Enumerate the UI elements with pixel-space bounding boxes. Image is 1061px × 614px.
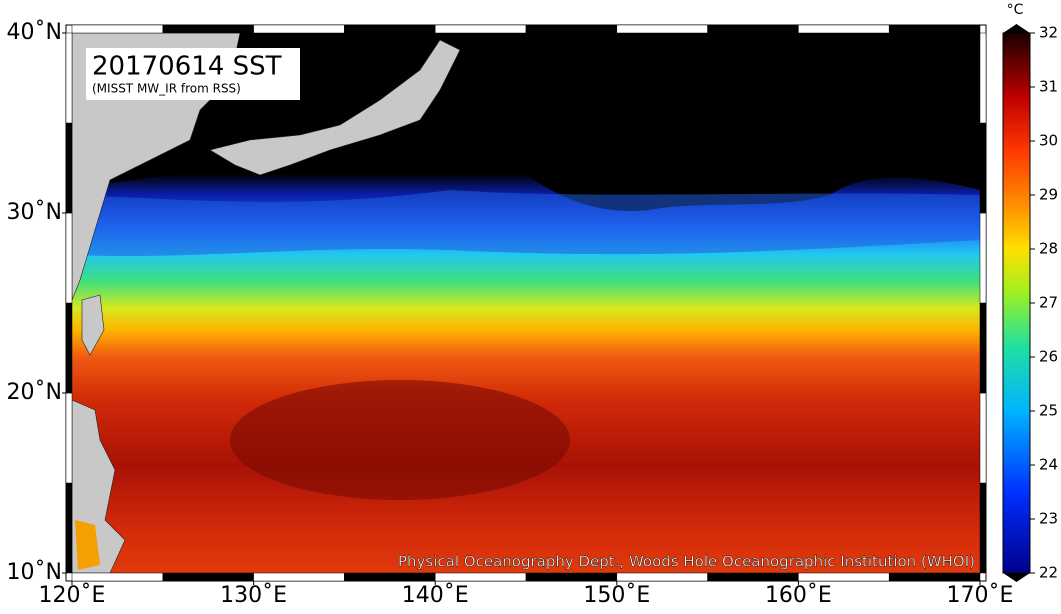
frame-segment — [979, 122, 987, 214]
frame-segment — [979, 212, 987, 304]
frame-segment — [162, 572, 254, 582]
colorbar-tick-label: 24 — [1039, 456, 1058, 474]
colorbar: °C 22 23 24 25 26 27 28 29 30 31 32 — [1002, 2, 1058, 582]
y-tick-label: 30˚N — [7, 200, 62, 225]
credit: Physical Oceanography Dept., Woods Hole … — [398, 553, 975, 571]
y-tick-label: 20˚N — [7, 380, 62, 405]
frame-segment — [344, 572, 436, 582]
title-box: 20170614 SST (MISST MW_IR from RSS) — [86, 48, 300, 100]
frame-segment — [616, 572, 708, 582]
frame-segment — [616, 24, 708, 34]
frame-segment — [525, 572, 618, 582]
frame-segment — [979, 482, 987, 574]
frame-segment — [65, 482, 73, 574]
frame-segment — [979, 32, 987, 124]
y-tick-label: 40˚N — [7, 20, 62, 45]
frame-segment — [65, 302, 73, 394]
frame-segment — [253, 572, 345, 582]
frame-segment — [434, 24, 527, 34]
map-frame — [62, 24, 987, 585]
frame-segment — [71, 572, 164, 582]
y-tick-label: 10˚N — [7, 560, 62, 585]
colorbar-tick-label: 26 — [1039, 348, 1058, 366]
colorbar-tick-label: 28 — [1039, 240, 1058, 258]
frame-segment — [65, 122, 73, 214]
sst-field — [72, 33, 980, 573]
colorbar-tick-label: 22 — [1039, 564, 1058, 582]
frame-segment — [65, 32, 73, 124]
x-tick-label: 120˚E — [39, 583, 106, 608]
frame-segment — [888, 24, 981, 34]
frame-segment — [798, 572, 890, 582]
frame-segment — [888, 572, 981, 582]
map-subtitle: (MISST MW_IR from RSS) — [92, 82, 241, 96]
frame-segment — [434, 572, 527, 582]
map-title: 20170614 SST — [92, 52, 282, 82]
frame-segment — [253, 24, 345, 34]
colorbar-tick-label: 29 — [1039, 186, 1058, 204]
x-tick-label: 130˚E — [220, 583, 287, 608]
frame-segment — [979, 392, 987, 484]
land-fill-coast — [75, 520, 100, 570]
frame-segment — [525, 24, 618, 34]
frame-segment — [707, 24, 799, 34]
frame-segment — [71, 24, 164, 34]
colorbar-tick-label: 27 — [1039, 294, 1058, 312]
colorbar-tick-label: 25 — [1039, 402, 1058, 420]
colorbar-tick-label: 30 — [1039, 132, 1058, 150]
colorbar-unit: °C — [1007, 2, 1024, 18]
x-tick-label: 150˚E — [583, 583, 650, 608]
x-tick-label: 140˚E — [402, 583, 469, 608]
frame-segment — [162, 24, 254, 34]
frame-segment — [979, 302, 987, 394]
frame-segment — [65, 392, 73, 484]
colorbar-tick-label: 32 — [1039, 24, 1058, 42]
colorbar-tick-label: 23 — [1039, 510, 1058, 528]
x-tick-label: 160˚E — [765, 583, 832, 608]
frame-segment — [798, 24, 890, 34]
frame-segment — [344, 24, 436, 34]
frame-segment — [707, 572, 799, 582]
frame-segment — [65, 212, 73, 304]
x-tick-label: 170˚E — [947, 583, 1014, 608]
colorbar-tick-label: 31 — [1039, 78, 1058, 96]
